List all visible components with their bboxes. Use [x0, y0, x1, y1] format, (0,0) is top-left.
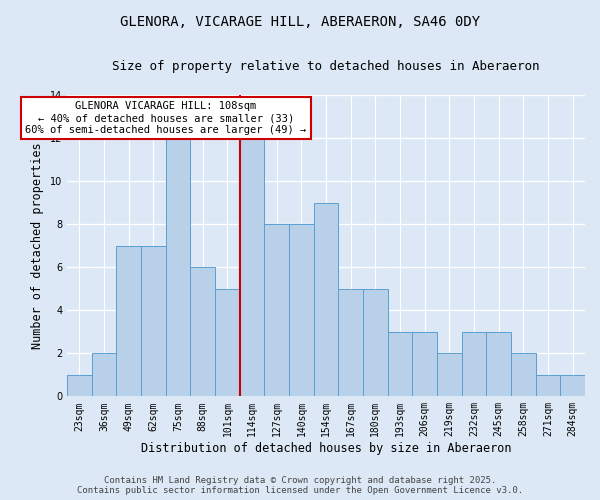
Bar — [388, 332, 412, 396]
Text: GLENORA VICARAGE HILL: 108sqm
← 40% of detached houses are smaller (33)
60% of s: GLENORA VICARAGE HILL: 108sqm ← 40% of d… — [25, 102, 307, 134]
Bar — [487, 332, 511, 396]
Text: Contains HM Land Registry data © Crown copyright and database right 2025.
Contai: Contains HM Land Registry data © Crown c… — [77, 476, 523, 495]
Bar — [437, 354, 461, 397]
Bar — [141, 246, 166, 396]
Bar — [240, 138, 265, 396]
Bar — [116, 246, 141, 396]
Title: Size of property relative to detached houses in Aberaeron: Size of property relative to detached ho… — [112, 60, 540, 73]
Bar — [289, 224, 314, 396]
Bar — [338, 288, 363, 397]
Bar — [265, 224, 289, 396]
Y-axis label: Number of detached properties: Number of detached properties — [31, 142, 44, 349]
Bar — [560, 375, 585, 396]
Bar — [190, 267, 215, 396]
X-axis label: Distribution of detached houses by size in Aberaeron: Distribution of detached houses by size … — [141, 442, 511, 455]
Bar — [166, 138, 190, 396]
Bar — [412, 332, 437, 396]
Text: GLENORA, VICARAGE HILL, ABERAERON, SA46 0DY: GLENORA, VICARAGE HILL, ABERAERON, SA46 … — [120, 15, 480, 29]
Bar — [363, 288, 388, 397]
Bar — [215, 288, 240, 397]
Bar — [536, 375, 560, 396]
Bar — [67, 375, 92, 396]
Bar — [92, 354, 116, 397]
Bar — [461, 332, 487, 396]
Bar — [314, 202, 338, 396]
Bar — [511, 354, 536, 397]
